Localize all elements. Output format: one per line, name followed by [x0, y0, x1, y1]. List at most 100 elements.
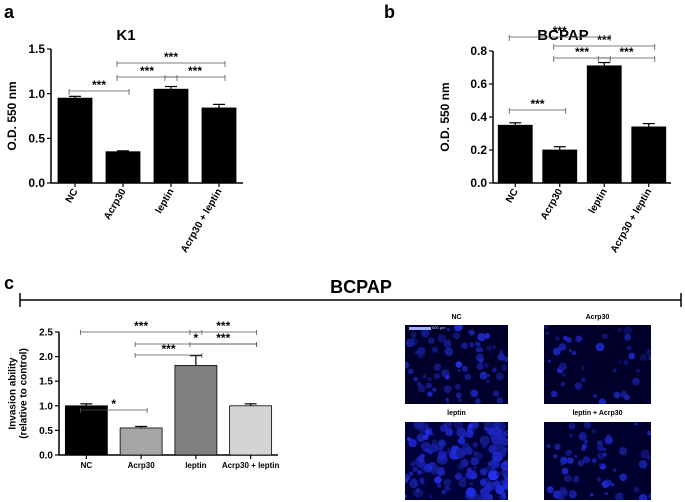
cell-blob — [455, 361, 463, 368]
chart-bcpap: 0.0 0.2 0.4 0.6 0.8 O.D. 550 nm BCPAP NC Acrp30 l… — [438, 24, 671, 255]
chart-title: K1 — [116, 27, 135, 44]
cell-blob — [454, 325, 463, 332]
cell-blob — [425, 382, 432, 389]
significance-label: *** — [216, 319, 230, 333]
cell-blob — [544, 325, 549, 329]
cell-blob — [455, 392, 462, 399]
cell-blob — [613, 391, 621, 399]
cell-blob — [419, 477, 425, 483]
cell-blob — [414, 350, 419, 355]
micrograph-leptin — [405, 422, 508, 500]
significance-label: *** — [216, 331, 230, 345]
significance-label: *** — [92, 78, 106, 92]
cell-blob — [647, 430, 651, 436]
bar — [64, 405, 108, 456]
x-tick-label: Acrp30 — [539, 187, 566, 222]
cell-blob — [470, 389, 479, 398]
cell-blob — [598, 463, 602, 467]
micrograph-nc — [405, 325, 508, 404]
cell-blob — [606, 434, 611, 439]
chart-title: BCPAP — [537, 27, 588, 44]
cell-blob — [632, 377, 640, 386]
micrograph-acrp30 — [544, 325, 651, 404]
cell-blob — [612, 468, 617, 472]
cell-blob — [425, 429, 431, 435]
cell-blob — [441, 490, 446, 495]
micrograph-label-nc: NC — [451, 314, 462, 321]
cell-blob — [453, 422, 463, 430]
cell-blob — [591, 457, 597, 463]
cell-blob — [497, 443, 504, 450]
cell-blob — [465, 430, 474, 439]
cell-blob — [633, 486, 640, 493]
cell-blob — [571, 351, 576, 355]
cell-blob — [547, 359, 551, 363]
cell-blob — [478, 347, 484, 353]
cell-blob — [422, 374, 427, 379]
cell-blob — [617, 327, 622, 332]
cell-blob — [623, 359, 629, 366]
cell-blob — [407, 437, 411, 442]
header-c-bracket — [19, 293, 682, 307]
cell-blob — [618, 446, 628, 456]
cell-blob — [630, 352, 636, 358]
cell-blob — [491, 367, 497, 373]
cell-blob — [562, 470, 566, 475]
cell-blob — [636, 369, 640, 373]
cell-blob — [417, 384, 426, 393]
cell-blob — [602, 333, 608, 340]
cell-blob — [624, 333, 631, 341]
cell-blob — [407, 368, 414, 375]
cell-blob — [479, 371, 488, 380]
cell-blob — [441, 370, 446, 375]
cell-blob — [503, 430, 508, 437]
cell-blob — [492, 345, 496, 349]
bar — [631, 126, 667, 184]
cell-blob — [444, 347, 453, 356]
y-tick-label: 0.8 — [470, 44, 487, 58]
significance-label: *** — [188, 64, 202, 78]
cell-blob — [422, 434, 429, 440]
cell-blob — [485, 345, 492, 352]
bar — [497, 124, 533, 184]
cell-blob — [634, 422, 638, 426]
cell-blob — [465, 472, 471, 478]
cell-blob — [583, 422, 592, 429]
cell-blob — [580, 377, 586, 383]
cell-blob — [427, 391, 433, 397]
cell-blob — [458, 398, 462, 402]
micrograph-image — [544, 325, 651, 404]
cell-blob — [405, 479, 408, 483]
cell-blob — [640, 449, 650, 459]
y-tick-label: 1.0 — [39, 401, 53, 412]
cell-blob — [558, 362, 568, 371]
cell-blob — [639, 354, 647, 361]
panel-label-a: a — [4, 2, 15, 22]
cell-blob — [484, 422, 492, 427]
y-axis-label: (relative to control) — [19, 348, 30, 439]
cell-blob — [589, 493, 594, 497]
cell-blob — [584, 439, 589, 444]
cell-blob — [490, 468, 494, 472]
cell-blob — [483, 362, 489, 369]
y-tick-label: 2.5 — [39, 328, 53, 339]
y-tick-label: 2.0 — [39, 352, 53, 363]
cell-blob — [409, 478, 419, 489]
cell-blob — [618, 360, 622, 364]
cell-blob — [581, 366, 585, 370]
scale-bar — [409, 327, 431, 330]
micrograph-label-leptin-acrp30: leptin + Acrp30 — [572, 410, 623, 417]
cell-blob — [493, 390, 500, 397]
cell-blob — [473, 451, 478, 456]
cell-blob — [462, 476, 466, 481]
cell-blob — [553, 454, 558, 459]
cell-blob — [408, 337, 418, 347]
micrograph-image — [405, 325, 508, 404]
micrograph-image — [546, 422, 651, 500]
cell-blob — [420, 470, 425, 474]
significance-label: *** — [575, 45, 589, 59]
cell-blob — [427, 376, 432, 382]
cell-blob — [648, 493, 651, 499]
bar — [542, 149, 578, 184]
cell-blob — [569, 433, 573, 438]
